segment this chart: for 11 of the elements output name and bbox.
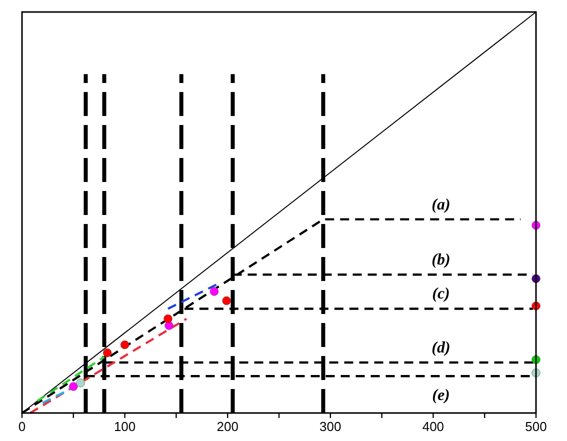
annotation: (d) [432, 339, 450, 356]
annotation: (b) [432, 252, 450, 269]
x-tick-label: 200 [216, 419, 238, 434]
x-tick-label: 300 [320, 419, 342, 434]
x-tick-label: 0 [18, 419, 26, 434]
annotation: (a) [432, 196, 450, 214]
x-tick-label: 100 [114, 419, 136, 434]
annotation: (e) [432, 387, 450, 404]
x-tick-label: 400 [422, 419, 444, 434]
x-tick-label: 500 [525, 419, 547, 434]
annotation: (c) [432, 286, 450, 303]
